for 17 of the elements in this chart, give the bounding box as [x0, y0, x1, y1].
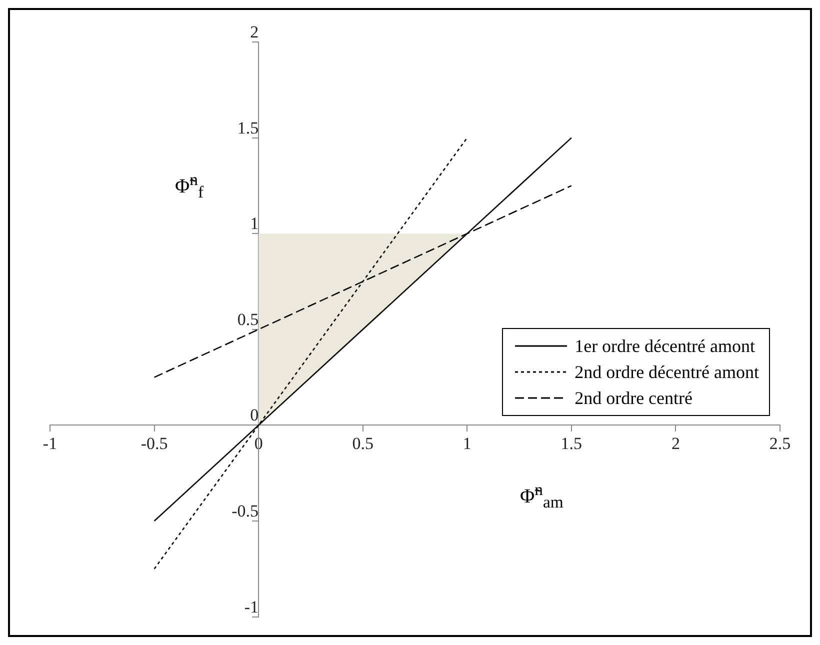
y-tick-label: 0 [250, 406, 259, 425]
legend-label: 1er ordre décentré amont [574, 335, 755, 358]
y-tick-label: -1 [244, 597, 259, 616]
x-tick-label: 1.5 [560, 434, 582, 453]
x-tick-label: 2.5 [769, 434, 791, 453]
y-tick-label: 2 [250, 22, 259, 42]
legend-label: 2nd ordre décentré amont [574, 361, 759, 384]
x-tick-label: 0.5 [352, 434, 374, 453]
y-tick-label: 1 [250, 214, 259, 234]
x-tick-label: -0.5 [140, 434, 168, 453]
legend-label: 2nd ordre centré [574, 387, 693, 410]
y-tick-label: 1.5 [237, 118, 259, 138]
x-tick-label: 2 [671, 434, 680, 453]
x-tick-label: -1 [42, 434, 58, 453]
y-tick-label: 0.5 [237, 310, 259, 329]
y-tick-label: -0.5 [232, 501, 259, 520]
x-tick-label: 1 [462, 434, 472, 453]
